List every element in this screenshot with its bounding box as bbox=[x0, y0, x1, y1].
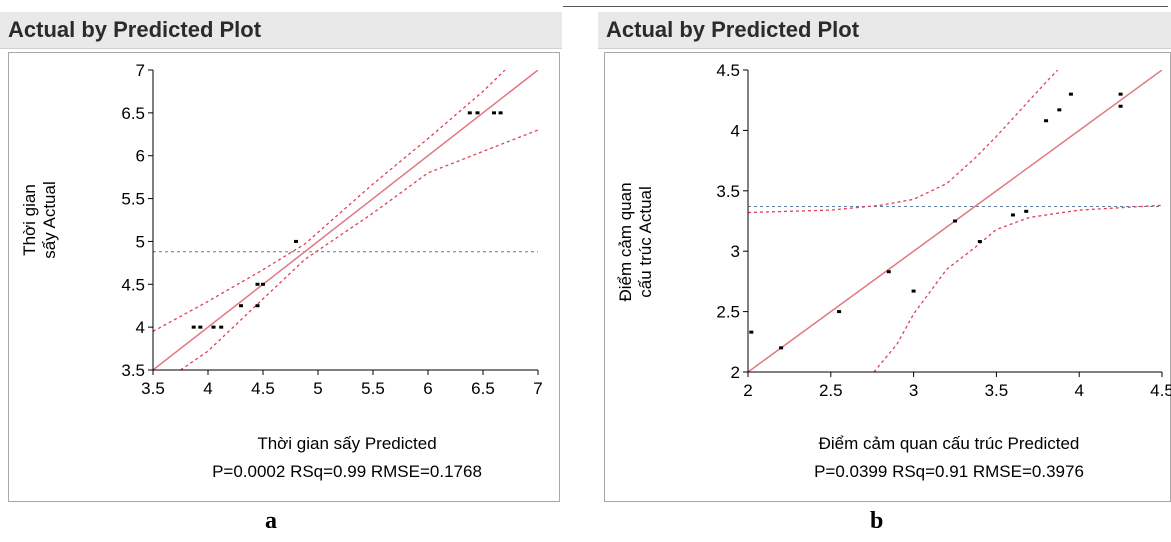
panel-a-header: Actual by Predicted Plot bbox=[0, 12, 562, 49]
panel-b-header: Actual by Predicted Plot bbox=[598, 12, 1171, 49]
plot-area bbox=[153, 70, 538, 370]
y-tick-label: 7 bbox=[136, 61, 145, 80]
x-tick-label: 4.5 bbox=[1150, 381, 1171, 400]
y-tick-label: 5.5 bbox=[121, 190, 145, 209]
data-point bbox=[294, 239, 298, 243]
panel-b: Actual by Predicted Plot 2 2.5 3 3.5 4 4.5 2 2.… bbox=[598, 12, 1171, 502]
y-axis-label: Thời gian bbox=[20, 184, 39, 256]
x-tick-label: 5.5 bbox=[361, 379, 385, 398]
x-tick-label: 2 bbox=[743, 381, 752, 400]
data-point bbox=[749, 330, 754, 334]
x-tick-label: 6 bbox=[423, 379, 432, 398]
y-tick-label: 3 bbox=[731, 242, 740, 261]
data-point bbox=[911, 289, 916, 293]
x-tick-label: 4.5 bbox=[251, 379, 275, 398]
ci-upper-curve bbox=[153, 70, 506, 332]
panel-b-frame bbox=[604, 52, 1171, 502]
data-point bbox=[191, 325, 196, 329]
data-point bbox=[198, 325, 203, 329]
data-point bbox=[779, 346, 784, 350]
y-axis-label: cấu trúc Actual bbox=[636, 186, 655, 298]
data-point bbox=[1024, 209, 1029, 213]
x-tick-label: 4 bbox=[203, 379, 212, 398]
data-point bbox=[977, 240, 982, 244]
ci-upper-curve bbox=[748, 70, 1059, 214]
chart-a: 3.5 4 4.5 5 5.5 6 6.5 7 3.5 4 4.5 5 5.5 6 6.5 7 Thời gia… bbox=[20, 61, 543, 481]
x-tick-label: 2.5 bbox=[819, 381, 843, 400]
x-tick-label: 4 bbox=[1074, 381, 1083, 400]
data-point bbox=[475, 111, 480, 115]
panel-a-frame bbox=[8, 52, 560, 502]
data-point bbox=[492, 111, 496, 115]
x-tick-label: 3.5 bbox=[141, 379, 165, 398]
data-point bbox=[953, 219, 957, 223]
x-tick-label: 7 bbox=[533, 379, 542, 398]
y-tick-label: 3.5 bbox=[121, 361, 145, 380]
stats-text: P=0.0002 RSq=0.99 RMSE=0.1768 bbox=[212, 462, 482, 481]
sublabel-a: a bbox=[265, 508, 277, 534]
sublabel-b: b bbox=[870, 508, 884, 534]
y-axis-label: Điểm cảm quan bbox=[616, 182, 635, 301]
data-point bbox=[837, 310, 842, 314]
y-tick-label: 6 bbox=[136, 147, 145, 166]
fit-line bbox=[153, 70, 538, 370]
data-point bbox=[1068, 92, 1073, 96]
y-tick-label: 5 bbox=[136, 232, 145, 251]
plot-area bbox=[748, 70, 1162, 372]
x-tick-label: 3.5 bbox=[985, 381, 1009, 400]
panel-b-title: Actual by Predicted Plot bbox=[606, 17, 860, 42]
data-point bbox=[261, 282, 265, 286]
x-tick-label: 6.5 bbox=[471, 379, 495, 398]
data-point bbox=[498, 111, 503, 115]
data-point bbox=[1118, 92, 1123, 96]
stats-text: P=0.0399 RSq=0.91 RMSE=0.3976 bbox=[814, 462, 1084, 481]
top-rule bbox=[563, 6, 1168, 7]
data-point bbox=[239, 304, 243, 308]
y-axis-label: sấy Actual bbox=[40, 181, 59, 259]
data-point bbox=[211, 325, 216, 329]
y-tick-label: 4.5 bbox=[121, 275, 145, 294]
data-point bbox=[886, 270, 891, 274]
y-tick-label: 4 bbox=[731, 121, 740, 140]
chart-b: 2 2.5 3 3.5 4 4.5 2 2.5 3 3.5 4 4.5 Điểm cảm quan cấu… bbox=[616, 61, 1171, 481]
y-tick-label: 2 bbox=[731, 363, 740, 382]
panel-a: Actual by Predicted Plot 3.5 4 4.5 5 5.5 6 6.5… bbox=[0, 12, 562, 502]
ci-lower-curve bbox=[873, 204, 1162, 372]
data-point bbox=[255, 304, 260, 308]
x-tick-label: 3 bbox=[909, 381, 918, 400]
data-point bbox=[1118, 104, 1123, 108]
y-tick-label: 4.5 bbox=[716, 61, 740, 80]
x-axis-label: Thời gian sấy Predicted bbox=[257, 434, 436, 453]
ci-lower-curve bbox=[180, 129, 538, 370]
panel-a-title: Actual by Predicted Plot bbox=[8, 17, 262, 42]
data-point bbox=[1010, 213, 1015, 217]
y-tick-label: 2.5 bbox=[716, 303, 740, 322]
y-tick-label: 4 bbox=[136, 318, 145, 337]
data-point bbox=[1044, 119, 1049, 123]
x-tick-label: 5 bbox=[313, 379, 322, 398]
data-point bbox=[219, 325, 224, 329]
x-axis-label: Điểm cảm quan cấu trúc Predicted bbox=[819, 434, 1080, 453]
data-point bbox=[467, 111, 472, 115]
y-tick-label: 6.5 bbox=[121, 104, 145, 123]
data-point bbox=[1057, 108, 1062, 112]
data-point bbox=[255, 282, 260, 286]
y-tick-label: 3.5 bbox=[716, 182, 740, 201]
